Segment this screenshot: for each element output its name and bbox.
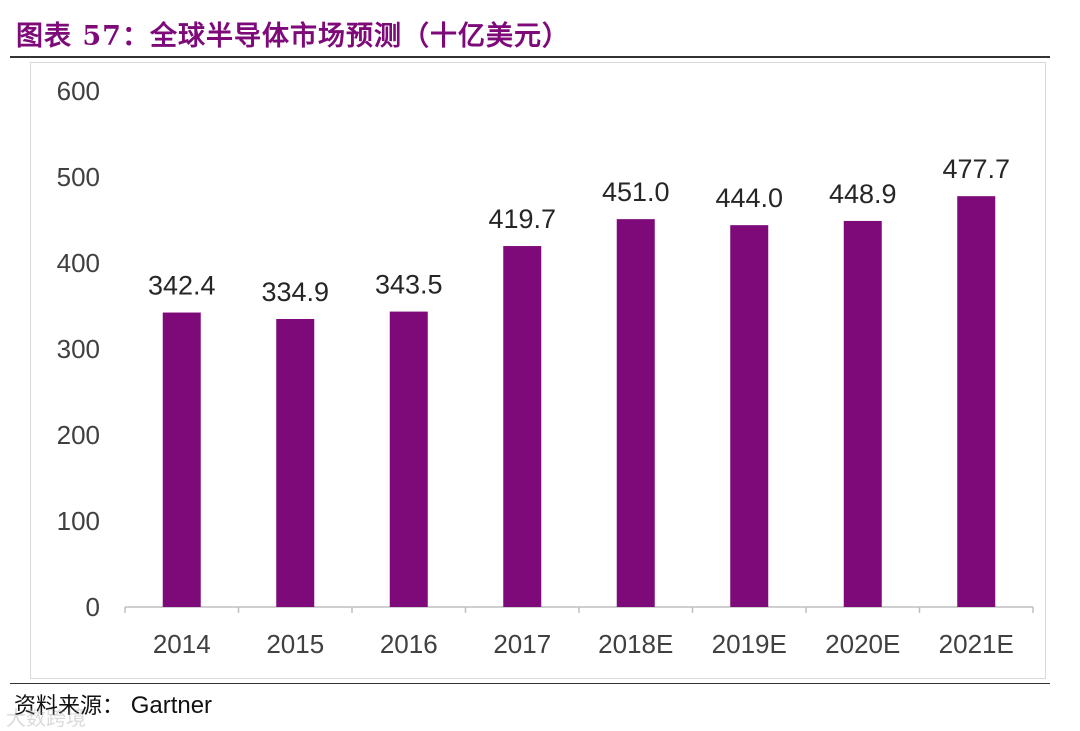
- bottom-rule: [10, 683, 1050, 684]
- x-tick-label: 2020E: [825, 629, 900, 659]
- data-label: 448.9: [829, 179, 897, 209]
- y-tick-label: 200: [57, 420, 100, 450]
- figure-title: 图表 57：全球半导体市场预测（十亿美元）: [16, 21, 570, 52]
- bar: [503, 246, 542, 608]
- bar: [389, 311, 428, 607]
- data-label: 343.5: [375, 270, 443, 300]
- data-label: 451.0: [602, 177, 670, 207]
- y-tick-label: 600: [57, 76, 100, 106]
- data-label: 419.7: [488, 204, 556, 234]
- bar: [162, 312, 201, 607]
- top-rule: [10, 56, 1050, 58]
- bar: [616, 219, 655, 607]
- x-tick-label: 2015: [266, 629, 324, 659]
- bar: [957, 196, 996, 608]
- y-tick-label: 500: [57, 162, 100, 192]
- source-line: 资料来源： Gartner: [14, 688, 212, 720]
- data-label: 334.9: [261, 277, 329, 307]
- source-value: Gartner: [130, 692, 213, 719]
- watermark-text: 大数跨境: [6, 708, 86, 730]
- x-tick-label: 2017: [493, 629, 551, 659]
- data-label: 342.4: [148, 271, 216, 301]
- x-tick-label: 2014: [153, 629, 211, 659]
- y-tick-label: 400: [57, 248, 100, 278]
- x-tick-label: 2016: [380, 629, 438, 659]
- source-label: 资料来源：: [14, 694, 125, 719]
- y-tick-label: 300: [57, 334, 100, 364]
- x-tick-label: 2021E: [939, 629, 1014, 659]
- x-tick-label: 2018E: [598, 629, 673, 659]
- data-label: 444.0: [715, 183, 783, 213]
- y-tick-label: 0: [86, 592, 100, 622]
- bar: [276, 318, 315, 607]
- data-label: 477.7: [942, 154, 1010, 184]
- x-tick-label: 2019E: [712, 629, 787, 659]
- bar: [843, 220, 882, 608]
- y-tick-label: 100: [57, 506, 100, 536]
- chart-frame: [30, 62, 1046, 679]
- bar: [730, 225, 769, 607]
